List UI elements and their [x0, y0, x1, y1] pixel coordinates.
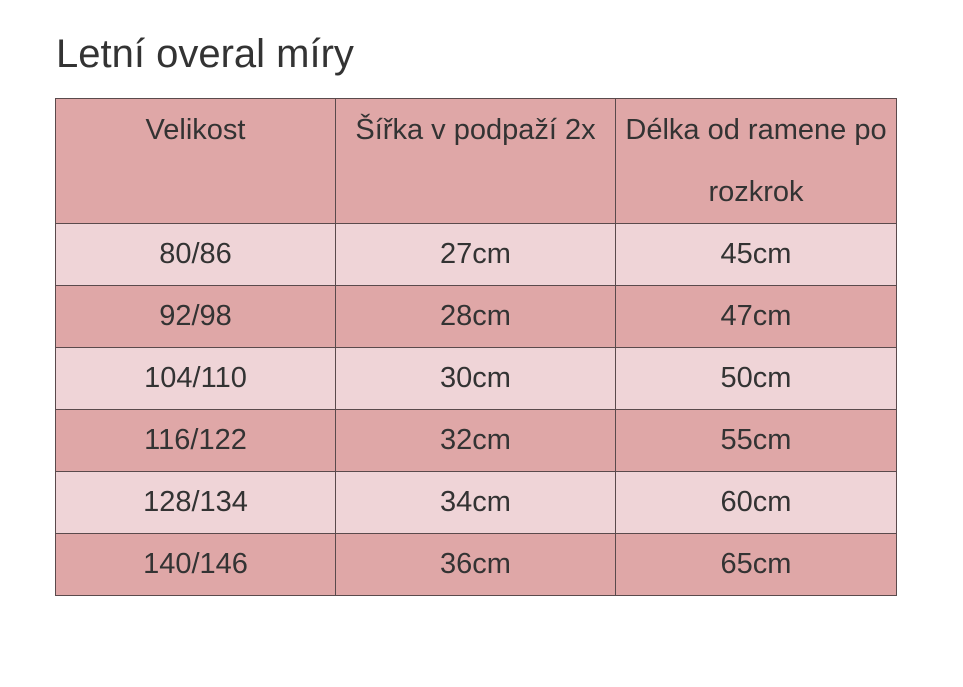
cell-size: 104/110 [55, 347, 336, 410]
cell-chest-width: 30cm [335, 347, 616, 410]
cell-size: 80/86 [55, 223, 336, 286]
cell-length: 55cm [615, 409, 897, 472]
cell-length: 65cm [615, 533, 897, 596]
cell-length: 60cm [615, 471, 897, 534]
cell-length: 47cm [615, 285, 897, 348]
cell-size: 140/146 [55, 533, 336, 596]
size-table: Velikost Šířka v podpaží 2x Délka od ram… [55, 98, 897, 596]
table-row: 92/98 28cm 47cm [55, 285, 897, 348]
table-header-row: Velikost Šířka v podpaží 2x Délka od ram… [55, 98, 897, 224]
table-row: 140/146 36cm 65cm [55, 533, 897, 596]
cell-chest-width: 32cm [335, 409, 616, 472]
table-row: 116/122 32cm 55cm [55, 409, 897, 472]
cell-chest-width: 28cm [335, 285, 616, 348]
cell-size: 128/134 [55, 471, 336, 534]
cell-chest-width: 36cm [335, 533, 616, 596]
cell-size: 92/98 [55, 285, 336, 348]
table-row: 128/134 34cm 60cm [55, 471, 897, 534]
cell-size: 116/122 [55, 409, 336, 472]
cell-length: 45cm [615, 223, 897, 286]
header-shoulder-to-crotch-length: Délka od ramene po rozkrok [615, 98, 897, 224]
header-chest-width: Šířka v podpaží 2x [335, 98, 616, 224]
page-title: Letní overal míry [56, 32, 354, 76]
cell-chest-width: 34cm [335, 471, 616, 534]
cell-chest-width: 27cm [335, 223, 616, 286]
table-row: 80/86 27cm 45cm [55, 223, 897, 286]
cell-length: 50cm [615, 347, 897, 410]
header-size: Velikost [55, 98, 336, 224]
table-row: 104/110 30cm 50cm [55, 347, 897, 410]
